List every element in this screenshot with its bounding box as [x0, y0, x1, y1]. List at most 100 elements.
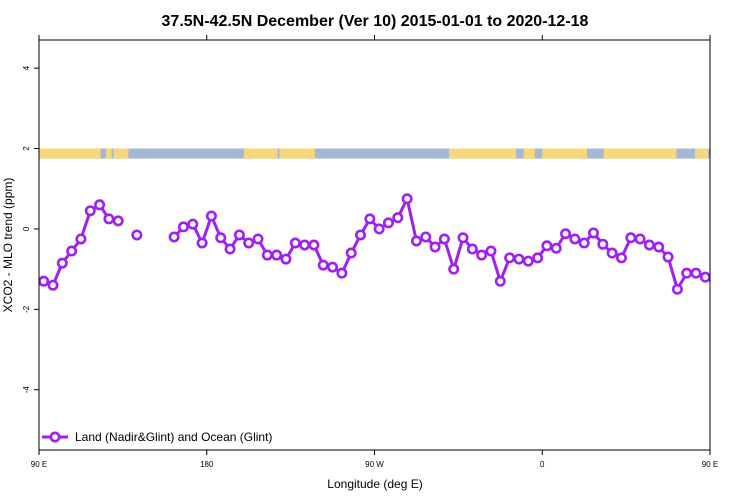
data-point — [75, 233, 87, 245]
data-point — [56, 257, 68, 269]
land-segment — [523, 148, 535, 159]
legend-marker — [49, 431, 61, 443]
y-tick-label: -4 — [22, 386, 31, 394]
data-point — [699, 271, 710, 283]
data-point — [606, 247, 618, 259]
data-point — [588, 227, 600, 239]
y-axis-label: XCO2 - MLO trend (ppm) — [1, 178, 15, 313]
data-point — [233, 229, 245, 241]
data-point — [401, 193, 413, 205]
data-point — [280, 253, 292, 265]
data-point — [709, 278, 710, 285]
data-point — [457, 232, 469, 244]
land-segment — [695, 148, 709, 159]
data-point — [271, 249, 283, 261]
data-point — [261, 249, 273, 261]
data-point — [634, 233, 646, 245]
x-tick-label: 90 W — [365, 460, 384, 469]
y-tick-label: 2 — [22, 146, 31, 151]
data-point — [625, 232, 637, 244]
data-point — [84, 205, 96, 217]
x-tick-label: 90 E — [31, 460, 47, 469]
land-segment — [113, 148, 129, 159]
data-point — [39, 275, 50, 287]
data-point — [466, 243, 478, 255]
data-point — [299, 239, 311, 251]
land-segment — [244, 148, 278, 159]
plot-frame — [38, 39, 711, 451]
data-point — [485, 245, 497, 257]
x-tick-label: 0 — [540, 460, 545, 469]
data-point — [476, 249, 488, 261]
legend-label: Land (Nadir&Glint) and Ocean (Glint) — [75, 430, 272, 444]
data-point — [532, 252, 544, 264]
data-point — [578, 237, 590, 249]
data-point — [243, 237, 255, 249]
data-point — [345, 247, 357, 259]
data-point — [550, 242, 562, 254]
x-axis-label: Longitude (deg E) — [327, 477, 422, 491]
data-point — [196, 237, 208, 249]
data-point — [205, 210, 217, 222]
ocean-band — [39, 148, 710, 159]
x-tick-label: 180 — [200, 460, 214, 469]
data-point — [103, 213, 115, 225]
data-point — [671, 283, 683, 295]
data-point — [513, 253, 525, 265]
data-point — [448, 263, 460, 275]
data-point — [373, 223, 385, 235]
data-point — [504, 252, 516, 264]
data-point — [252, 233, 264, 245]
data-point — [355, 229, 367, 241]
data-point — [662, 251, 674, 263]
data-point — [690, 267, 702, 279]
data-point — [681, 267, 693, 279]
data-point — [215, 232, 227, 244]
data-point — [720, 281, 728, 289]
data-point — [308, 239, 320, 251]
y-tick-label: 4 — [22, 65, 31, 70]
data-point — [131, 229, 143, 241]
x-tick-label: 90 E — [702, 460, 718, 469]
data-point — [560, 228, 572, 240]
data-point — [643, 239, 655, 251]
data-point — [224, 243, 236, 255]
data-point — [615, 252, 627, 264]
y-tick-label: 0 — [22, 226, 31, 231]
data-point — [438, 233, 450, 245]
data-point — [336, 267, 348, 279]
data-point — [738, 247, 746, 255]
data-point — [410, 235, 422, 247]
y-tick-label: -2 — [22, 305, 31, 313]
data-point — [653, 241, 665, 253]
data-point — [47, 279, 59, 291]
legend: Land (Nadir&Glint) and Ocean (Glint) — [42, 430, 272, 444]
land-segment — [279, 148, 315, 159]
land-segment — [603, 148, 677, 159]
y-axis: -4 -2 0 2 4 — [22, 65, 39, 393]
land-segment — [106, 148, 112, 159]
series-line — [173, 197, 710, 291]
land-segment — [542, 148, 587, 159]
data-point — [177, 221, 189, 233]
data-point — [597, 238, 609, 250]
data-point — [289, 237, 301, 249]
land-ocean-strip — [39, 148, 710, 159]
chart-title: 37.5N-42.5N December (Ver 10) 2015-01-01… — [162, 13, 589, 30]
data-point — [112, 215, 124, 227]
data-point — [392, 212, 404, 224]
data-point — [522, 255, 534, 267]
data-point — [420, 231, 432, 243]
data-point — [494, 275, 506, 287]
data-point — [569, 233, 581, 245]
data-point — [364, 213, 376, 225]
data-point — [382, 217, 394, 229]
data-point — [187, 218, 199, 230]
data-point — [94, 199, 106, 211]
land-segment — [39, 148, 101, 159]
data-point — [541, 240, 553, 252]
series-layer — [39, 193, 746, 295]
data-point — [168, 231, 180, 243]
data-point — [327, 261, 339, 273]
